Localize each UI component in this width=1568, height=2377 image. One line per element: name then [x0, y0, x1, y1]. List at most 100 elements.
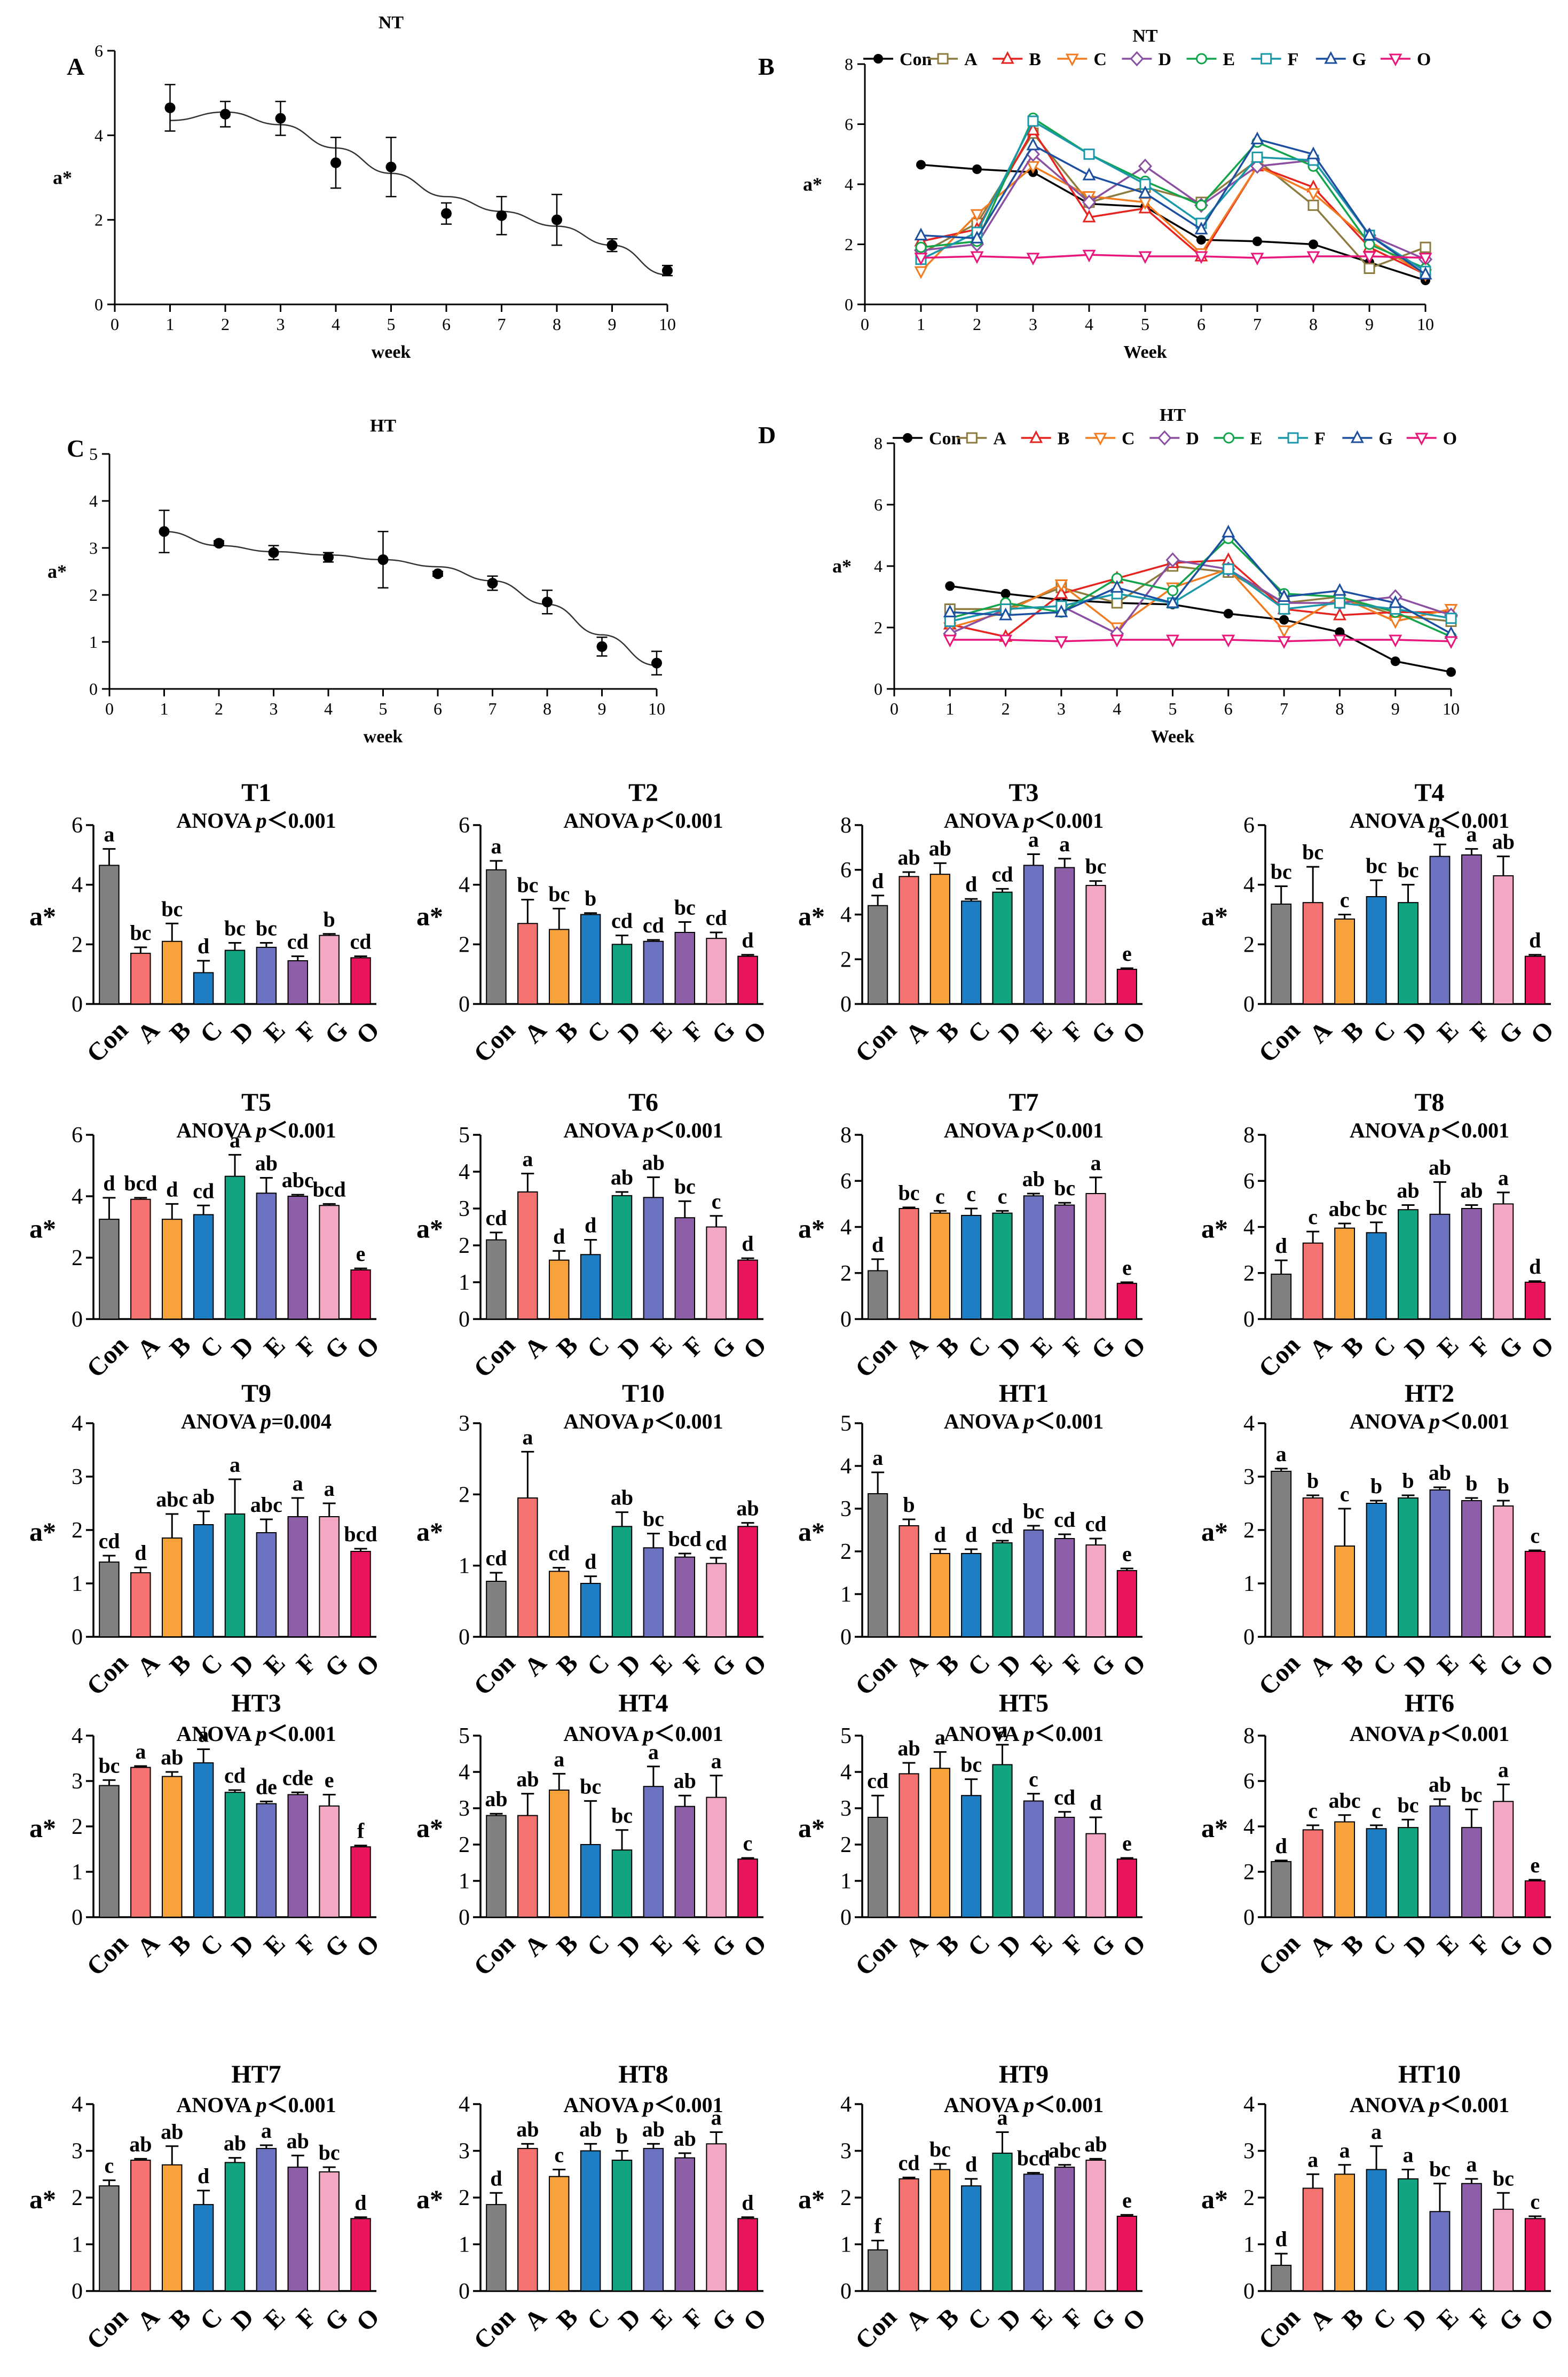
x-tick-label: F	[678, 1331, 709, 1362]
y-axis-label: a*	[798, 1214, 825, 1244]
bar-E	[256, 946, 277, 1005]
bar-F	[674, 2157, 696, 2292]
marker-triangle-down	[970, 209, 984, 222]
significance-letter: c	[1029, 1767, 1038, 1791]
x-tick-label: A	[900, 1649, 933, 1682]
bar-G	[1493, 2208, 1514, 2292]
x-tick-label: O	[1117, 1929, 1151, 1963]
x-axis-label: week	[364, 727, 403, 747]
significance-letter: a	[554, 1747, 564, 1771]
significance-letter: ab	[897, 1736, 920, 1760]
y-tick-label: 4	[72, 2092, 83, 2117]
bar-A	[1302, 2187, 1323, 2292]
x-tick-label: F	[1058, 1331, 1089, 1362]
x-tick-label: C	[1368, 1649, 1401, 1682]
y-tick-label: 3	[840, 1797, 852, 1821]
y-tick-label: 6	[874, 495, 883, 514]
x-tick-label: F	[291, 1649, 322, 1680]
significance-letter: ab	[1429, 1155, 1451, 1179]
data-point	[159, 526, 170, 537]
x-tick-label: G	[1086, 1929, 1120, 1963]
bar-A	[517, 923, 538, 1005]
y-tick-label: 1	[459, 1270, 470, 1295]
chart-title: HT4	[618, 1689, 668, 1717]
marker-diamond	[1082, 194, 1097, 210]
x-tick-label: D	[1399, 1649, 1432, 1682]
anova-text: ＜0.001	[1034, 809, 1104, 833]
x-tick-label: E	[258, 1016, 290, 1048]
marker-circle	[916, 160, 926, 170]
significance-letter: a	[1307, 2147, 1318, 2171]
anova-text: p	[642, 809, 654, 833]
anova-text: ANOVA	[1350, 1409, 1429, 1433]
significance-letter: a	[997, 2106, 1008, 2130]
marker-square	[1111, 597, 1123, 609]
significance-letter: c	[966, 1182, 976, 1206]
y-tick-label: 1	[1243, 1572, 1255, 1596]
y-tick-label: 4	[1243, 2092, 1255, 2117]
y-tick-label: 8	[874, 434, 883, 453]
significance-letter: c	[1530, 2190, 1540, 2214]
x-tick-label: O	[351, 1331, 385, 1365]
y-tick-label: 3	[72, 2139, 83, 2164]
anova-text: =0.004	[271, 1409, 332, 1433]
x-tick-label: 7	[1253, 315, 1262, 334]
panel-letter: B	[758, 53, 775, 80]
anova-text: p	[1022, 1722, 1034, 1746]
x-tick-label: B	[164, 2303, 196, 2335]
marker-triangle	[1026, 137, 1040, 151]
bar-C	[961, 2185, 982, 2292]
y-tick-label: 2	[89, 585, 98, 605]
bar-F	[674, 1217, 696, 1320]
bar-A	[517, 1815, 538, 1918]
data-point	[542, 597, 553, 608]
x-tick-label: O	[738, 1016, 772, 1050]
marker-circle	[873, 54, 883, 64]
significance-letter: c	[935, 1184, 945, 1208]
series-line	[949, 568, 1452, 623]
x-tick-label: 5	[387, 315, 396, 334]
significance-letter: a	[997, 1718, 1008, 1742]
y-tick-label: 0	[459, 992, 470, 1017]
anova-label: ANOVA p＜0.001	[176, 1722, 336, 1746]
significance-letter: cd	[867, 1769, 888, 1793]
x-tick-label: A	[519, 1649, 552, 1682]
significance-letter: cd	[1054, 1508, 1075, 1532]
anova-label: ANOVA p＜0.001	[944, 1118, 1104, 1142]
significance-letter: a	[648, 1740, 659, 1764]
legend-label: D	[1186, 429, 1199, 449]
bar-chart-HT4: HT4 ANOVA p＜0.001 0 1 2 3 4 5 a* ab Con ab Aa Bbc Cbc D…	[416, 1689, 772, 1981]
bar-O	[350, 2218, 371, 2292]
x-tick-label: G	[706, 1016, 740, 1050]
marker-diamond	[1130, 51, 1144, 67]
y-tick-label: 3	[72, 1769, 83, 1794]
marker-circle	[903, 433, 912, 443]
marker-square	[1027, 115, 1039, 127]
x-tick-label: B	[164, 1649, 196, 1681]
y-tick-label: 4	[845, 175, 853, 194]
bar-O	[350, 1551, 371, 1637]
chart-title: NT	[1132, 26, 1158, 46]
y-tick-label: 2	[459, 1833, 470, 1857]
y-tick-label: 3	[459, 1797, 470, 1821]
significance-letter: bc	[1398, 858, 1419, 882]
x-tick-label: C	[195, 1016, 228, 1049]
y-tick-label: 2	[72, 1246, 83, 1270]
significance-letter: d	[742, 2191, 753, 2215]
marker-triangle	[1389, 595, 1402, 608]
bar-F	[674, 1806, 696, 1918]
y-tick-label: 2	[459, 2186, 470, 2210]
x-tick-label: O	[1117, 2303, 1151, 2337]
bar-D	[992, 891, 1013, 1005]
x-tick-label: 7	[498, 315, 506, 334]
bar-B	[161, 940, 183, 1005]
marker-triangle-down	[1082, 249, 1096, 263]
y-tick-label: 0	[840, 1905, 852, 1930]
x-tick-label: A	[519, 1331, 552, 1364]
x-tick-label: O	[1525, 2303, 1559, 2337]
anova-label: ANOVA p＜0.001	[1350, 1722, 1509, 1746]
bar-B	[548, 1790, 570, 1918]
significance-letter: bc	[929, 2137, 951, 2161]
significance-letter: e	[1122, 1831, 1132, 1855]
